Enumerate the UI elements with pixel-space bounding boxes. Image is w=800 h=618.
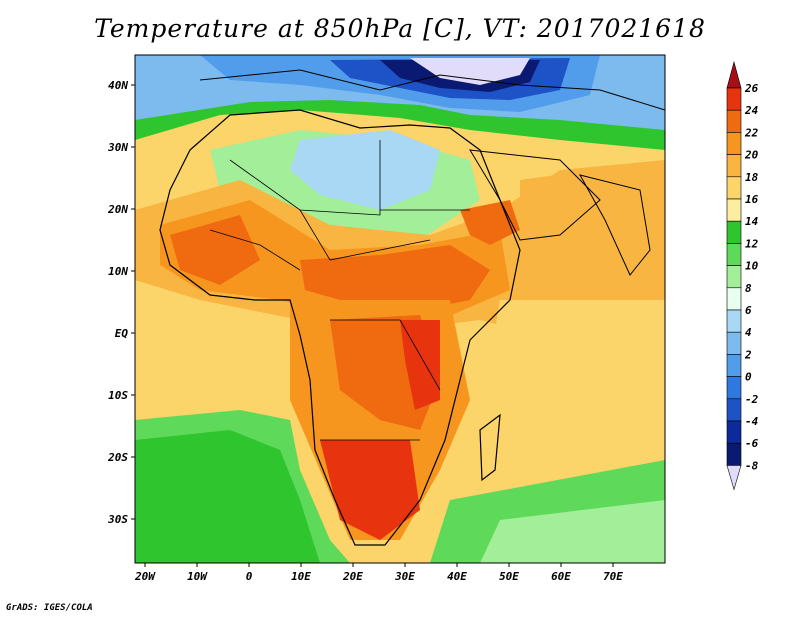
temperature-field (135, 55, 665, 563)
lon-tick-label: 70E (603, 570, 623, 583)
colorbar-label: 20 (744, 149, 759, 162)
lon-tick-label: 10E (291, 570, 311, 583)
lat-tick: 30S (107, 513, 135, 526)
colorbar-top-arrow (726, 60, 742, 89)
madagascar-coastline (479, 413, 501, 482)
europe-coastline (199, 69, 666, 111)
colorbar-swatch (726, 398, 742, 422)
latitude-axis: 40N 30N 20N 10N EQ 10S 20S 30S (107, 79, 135, 526)
arabia-coastline (469, 149, 601, 241)
lon-tick-label: 30E (394, 570, 415, 583)
india-coastline (579, 174, 651, 276)
colorbar-label: 8 (745, 282, 752, 295)
lon-tick: 30E (394, 563, 415, 583)
colorbar-swatch (726, 109, 742, 133)
colorbar-swatch (726, 87, 742, 111)
colorbar-label: 22 (744, 126, 759, 139)
colorbar-swatch (726, 442, 742, 466)
lon-tick: 20E (342, 563, 363, 583)
colorbar-label: 6 (745, 304, 752, 317)
colorbar-bottom-arrow (726, 465, 742, 491)
lon-tick: 40E (447, 563, 467, 583)
colorbar-label: -4 (745, 415, 759, 428)
lon-tick: 60E (551, 563, 571, 583)
colorbar-swatch (726, 176, 742, 200)
lon-tick: 70E (603, 563, 623, 583)
africa-coastline (159, 109, 521, 546)
lat-tick: 10N (108, 265, 135, 278)
colorbar-swatch (726, 376, 742, 400)
colorbar-label: -2 (745, 393, 759, 406)
lat-tick-label: 10S (108, 389, 128, 402)
lat-tick-label: 20S (107, 451, 128, 464)
plot-frame (134, 54, 666, 564)
colorbar-swatch (726, 287, 742, 311)
colorbar-label: -6 (745, 437, 759, 450)
colorbar-label: -8 (745, 459, 759, 472)
colorbar-label: 4 (745, 326, 752, 339)
colorbar-swatch (726, 354, 742, 377)
lon-tick-label: 20E (342, 570, 363, 583)
colorbar-label: 14 (745, 215, 759, 228)
lat-tick: 10S (108, 389, 135, 402)
colorbar-swatch (726, 309, 742, 333)
lat-tick: 20S (107, 451, 135, 464)
lat-tick: 20N (107, 203, 135, 216)
footer-credit: GrADS: IGES/COLA (6, 603, 93, 613)
lat-tick: 30N (107, 141, 135, 154)
lon-tick: 0 (246, 563, 253, 583)
lon-tick: 10E (291, 563, 311, 583)
lat-tick-label: 30N (107, 141, 128, 154)
colorbar-label: 10 (745, 260, 759, 273)
colorbar-swatch (726, 243, 742, 266)
lat-tick-label: 10N (108, 265, 128, 278)
colorbar-label: 24 (744, 104, 759, 117)
country-borders (209, 140, 470, 441)
lat-tick-label: EQ (115, 327, 129, 340)
colorbar-swatch (726, 265, 742, 289)
lon-tick-label: 50E (499, 570, 519, 583)
lon-tick-label: 40E (447, 570, 467, 583)
colorbar-swatch (726, 331, 742, 355)
colorbar-swatch (726, 132, 742, 155)
colorbar-swatch (726, 154, 742, 178)
colorbar-label: 2 (744, 348, 752, 361)
lat-tick-label: 30S (107, 513, 128, 526)
colorbar-swatch (726, 420, 742, 444)
lat-tick: EQ (115, 327, 135, 340)
lon-tick: 10W (187, 563, 208, 583)
lon-tick-label: 0 (246, 570, 253, 583)
lat-tick-label: 40N (108, 79, 128, 92)
lat-tick: 40N (108, 79, 135, 92)
colorbar-label: 18 (745, 171, 759, 184)
colorbar-label: 16 (745, 193, 759, 206)
map-title: Temperature at 850hPa [C], VT: 201702161… (94, 14, 706, 43)
colorbar-swatch (726, 220, 742, 244)
lat-tick-label: 20N (107, 203, 128, 216)
lon-tick-label: 60E (551, 570, 571, 583)
lon-tick-label: 20W (134, 570, 156, 583)
colorbar-label: 12 (745, 237, 759, 250)
lon-tick: 50E (499, 563, 519, 583)
colorbar-label: 0 (745, 371, 752, 384)
longitude-axis: 20W 10W 0 10E 20E 30E 40E 50E 60E 70E (134, 563, 623, 583)
colorbar-label: 26 (744, 82, 759, 95)
colorbar-swatch (726, 198, 742, 222)
lon-tick: 20W (134, 563, 156, 583)
lon-tick-label: 10W (187, 570, 208, 583)
